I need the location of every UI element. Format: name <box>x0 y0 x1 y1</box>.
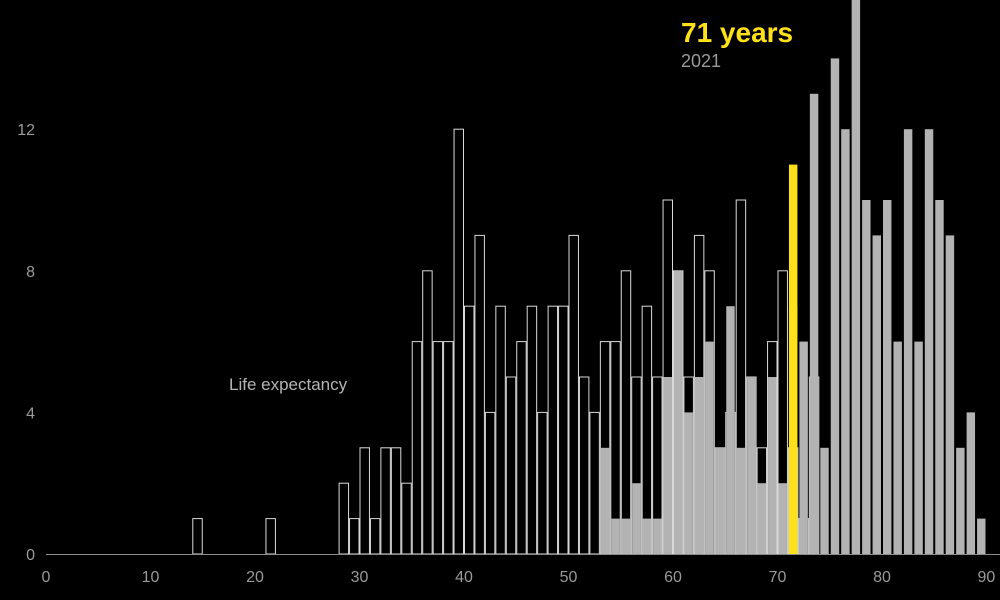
past-bar-40 <box>464 305 475 555</box>
current-bar-74 <box>820 447 829 554</box>
past-bar-43 <box>495 305 506 555</box>
past-bar-49 <box>558 305 569 555</box>
y-tick-label-0: 0 <box>26 547 35 564</box>
past-bar-46 <box>526 305 538 555</box>
current-bar-81 <box>893 341 902 554</box>
current-bar-79 <box>872 235 881 554</box>
current-bar-67 <box>747 377 756 554</box>
past-bar-34 <box>401 482 412 555</box>
past-bar-52 <box>589 411 600 555</box>
current-distribution-bars <box>600 0 986 555</box>
past-bar-31 <box>369 518 381 555</box>
past-bar-47 <box>537 411 548 555</box>
past-bar-32 <box>380 447 391 555</box>
current-bar-83 <box>914 341 923 554</box>
x-tick-label-80: 80 <box>873 569 891 586</box>
current-bar-69 <box>768 377 777 554</box>
current-bar-77 <box>851 0 861 555</box>
life-expectancy-annotation: Life expectancy <box>229 375 348 394</box>
past-bar-57 <box>641 305 653 555</box>
past-bar-39 <box>453 128 464 555</box>
current-bar-59 <box>663 377 672 554</box>
x-tick-label-20: 20 <box>246 569 264 586</box>
current-bar-88 <box>966 412 976 554</box>
y-tick-label-4: 4 <box>26 405 35 422</box>
current-bar-61 <box>684 412 693 554</box>
past-bar-42 <box>484 411 496 555</box>
current-bar-68 <box>757 483 767 554</box>
highlight-bar-group <box>788 164 798 554</box>
x-axis-ticks: 0 10 20 30 40 50 60 70 80 90 years <box>42 569 1000 586</box>
highlight-year-label: 2021 <box>681 51 721 71</box>
past-bar-29 <box>349 518 360 555</box>
current-bar-58 <box>653 518 662 554</box>
current-bar-72 <box>799 341 808 554</box>
past-bar-14 <box>192 518 203 555</box>
current-bar-62 <box>694 377 704 554</box>
current-bar-78 <box>862 200 871 554</box>
current-bar-86 <box>945 235 955 554</box>
current-bar-66 <box>736 447 746 554</box>
current-bar-73 <box>809 93 819 555</box>
current-bar-53 <box>600 447 610 554</box>
highlight-value-label: 71 years <box>681 17 793 48</box>
past-bar-48 <box>547 305 559 555</box>
current-bar-60 <box>674 270 683 554</box>
past-bar-51 <box>578 376 590 555</box>
past-bar-30 <box>359 447 370 555</box>
past-bar-37 <box>432 341 444 555</box>
current-bar-64 <box>715 447 725 554</box>
highlight-bar <box>788 164 798 554</box>
current-bar-75 <box>830 58 840 555</box>
past-bar-35 <box>411 341 423 555</box>
past-bar-44 <box>505 376 517 555</box>
x-tick-label-10: 10 <box>142 569 160 586</box>
current-bar-76 <box>841 129 850 554</box>
x-tick-label-70: 70 <box>769 569 787 586</box>
past-bar-55 <box>620 270 632 555</box>
past-bar-45 <box>516 341 527 555</box>
past-bar-36 <box>422 270 433 555</box>
x-tick-label-50: 50 <box>560 569 578 586</box>
current-bar-80 <box>883 200 892 554</box>
past-bar-33 <box>390 447 402 555</box>
y-tick-label-12: 12 <box>17 122 35 139</box>
past-distribution-bars <box>192 128 820 555</box>
y-tick-label-8: 8 <box>26 264 35 281</box>
x-tick-label-90: 90 years <box>978 569 1000 586</box>
current-bar-89 <box>977 518 986 554</box>
current-bar-82 <box>903 129 913 554</box>
y-axis-ticks: 0 4 8 12 <box>17 122 35 564</box>
current-bar-63 <box>705 341 714 554</box>
current-bar-84 <box>924 129 934 554</box>
x-tick-label-40: 40 <box>455 569 473 586</box>
current-bar-55 <box>621 518 631 554</box>
x-tick-label-30: 30 <box>351 569 369 586</box>
current-bar-87 <box>956 447 965 554</box>
past-bar-38 <box>443 341 454 555</box>
x-tick-label-60: 60 <box>664 569 682 586</box>
current-bar-54 <box>611 518 620 554</box>
current-bar-65 <box>726 306 735 554</box>
past-bar-28 <box>338 482 350 555</box>
x-tick-label-0: 0 <box>42 569 51 586</box>
current-bar-56 <box>632 483 641 554</box>
past-bar-21 <box>265 518 276 555</box>
current-bar-85 <box>935 200 944 554</box>
current-bar-57 <box>642 518 652 554</box>
past-bar-50 <box>568 234 579 555</box>
past-bar-41 <box>474 234 485 555</box>
current-bar-70 <box>778 483 787 554</box>
